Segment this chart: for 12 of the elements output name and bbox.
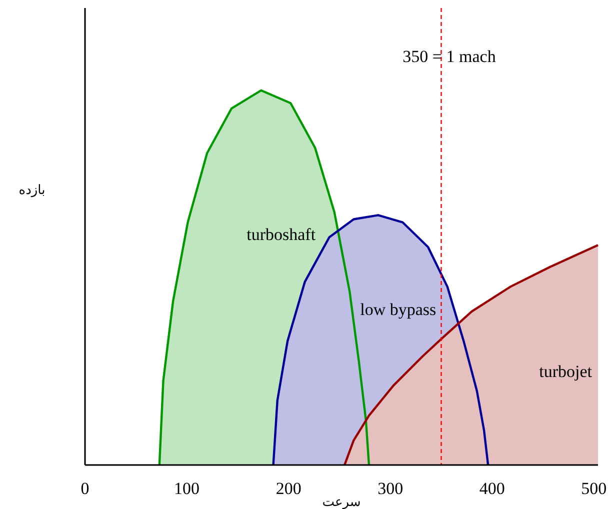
x-tick-label: 500 [581,479,607,498]
x-tick-label: 100 [174,479,200,498]
series-label: turbojet [539,362,592,382]
y-axis-title: بازده [18,183,46,198]
series-label: turboshaft [246,225,316,244]
x-tick-label: 200 [276,479,302,498]
x-tick-label: 400 [479,479,505,498]
x-tick-label: 300 [378,479,404,498]
ref-line-label: 350 = 1 mach [402,47,496,66]
series-label: low bypass [360,300,436,320]
x-tick-label: 0 [80,479,90,498]
x-axis-title: سرعت [322,495,361,509]
